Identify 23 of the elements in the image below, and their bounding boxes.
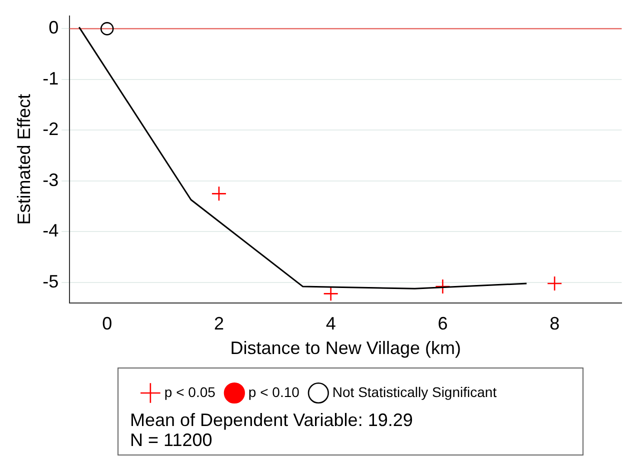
x-tick-label: 6 bbox=[438, 314, 448, 334]
y-tick-label: -2 bbox=[42, 119, 59, 140]
text: N = 11200 bbox=[130, 430, 212, 450]
y-tick-label: -4 bbox=[42, 220, 59, 241]
point bbox=[546, 276, 562, 292]
y-tick-label: -5 bbox=[42, 271, 59, 292]
text: Mean of Dependent Variable: 19.29 bbox=[130, 410, 413, 430]
y-tick-label: -1 bbox=[42, 68, 59, 88]
x-tick-label: 8 bbox=[550, 314, 560, 334]
point bbox=[211, 186, 227, 202]
point bbox=[100, 22, 114, 36]
y-tick-label: -3 bbox=[42, 170, 59, 190]
point bbox=[435, 278, 450, 294]
x-axis-title: Distance to New Village (km) bbox=[230, 338, 462, 358]
legend-label: Not Statistically Significant bbox=[332, 384, 497, 400]
x-tick-label: 2 bbox=[214, 314, 224, 334]
legend-label: p < 0.05 bbox=[164, 384, 216, 400]
y-tick-label: 0 bbox=[48, 18, 59, 38]
x-tick-label: 4 bbox=[326, 314, 336, 334]
x-tick-label: 0 bbox=[102, 314, 112, 334]
legend-label: p < 0.10 bbox=[248, 384, 300, 400]
point bbox=[323, 286, 338, 302]
y-axis-title: Estimated Effect bbox=[14, 94, 34, 225]
